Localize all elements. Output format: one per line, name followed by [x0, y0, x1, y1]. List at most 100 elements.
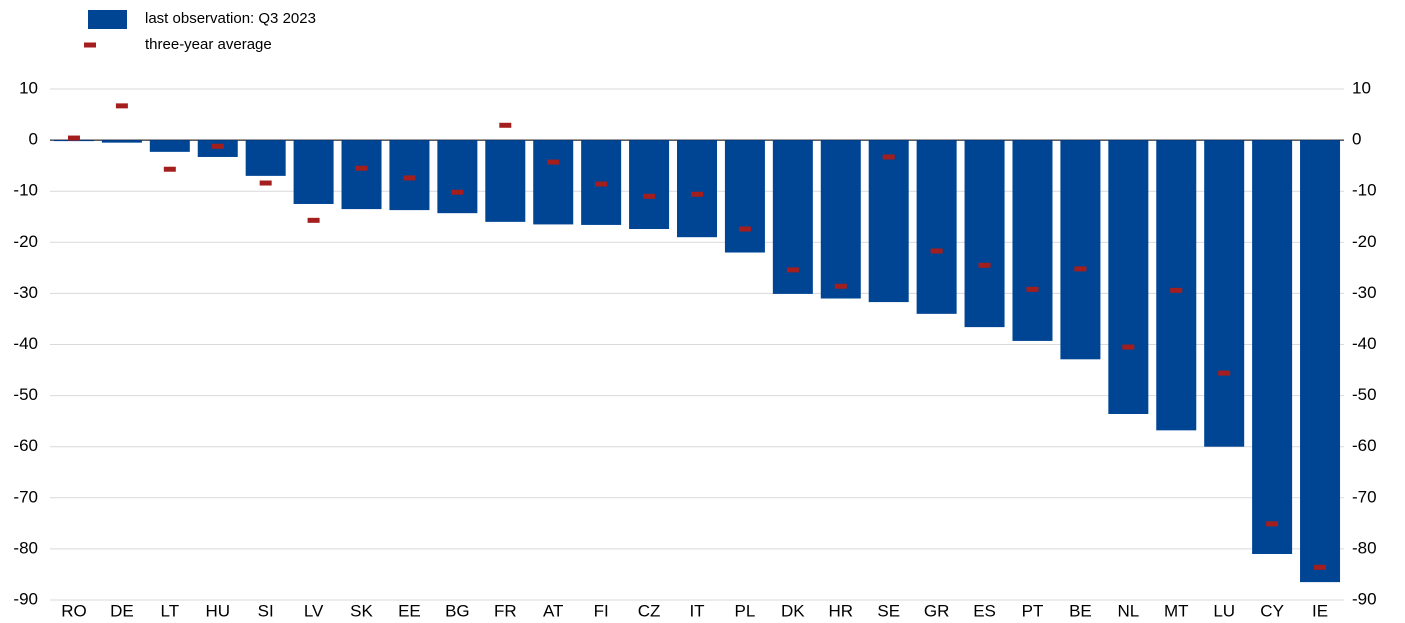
bar: [1252, 140, 1293, 555]
x-tick-label: GR: [924, 601, 950, 620]
y-tick-label: 10: [19, 78, 38, 97]
average-marker: [211, 143, 224, 149]
y-tick-label: 0: [29, 130, 38, 149]
x-tick-label: FR: [494, 601, 517, 620]
x-tick-label: LU: [1213, 601, 1235, 620]
y-tick-label: -90: [13, 589, 38, 608]
bar: [1012, 140, 1053, 341]
average-marker: [691, 191, 703, 197]
average-marker: [259, 180, 272, 186]
bar: [437, 140, 478, 214]
x-tick-label: CZ: [638, 601, 661, 620]
y2-tick-label: 0: [1352, 130, 1361, 149]
y2-tick-label: -70: [1352, 487, 1377, 506]
y-tick-label: -40: [13, 334, 38, 353]
x-tick-label: PT: [1022, 601, 1044, 620]
bar: [677, 140, 717, 238]
x-tick-label: SE: [877, 601, 900, 620]
x-tick-label: DK: [781, 601, 805, 620]
x-tick-label: CY: [1260, 601, 1284, 620]
bar: [533, 140, 574, 225]
average-marker: [1314, 564, 1327, 570]
x-tick-label: BG: [445, 601, 470, 620]
bar: [53, 140, 94, 142]
legend-swatch: [84, 42, 96, 48]
x-tick-label: PL: [735, 601, 756, 620]
bar: [1108, 140, 1149, 414]
average-marker: [163, 166, 176, 172]
x-tick-label: HR: [828, 601, 853, 620]
bar: [1300, 140, 1341, 583]
bar: [149, 140, 190, 152]
average-marker: [307, 217, 320, 223]
y2-tick-label: -30: [1352, 283, 1377, 302]
bar: [629, 140, 670, 230]
y2-tick-label: -80: [1352, 538, 1377, 557]
average-marker: [595, 181, 608, 187]
bar: [964, 140, 1005, 328]
y-tick-label: -60: [13, 436, 38, 455]
bar: [293, 140, 334, 204]
average-marker: [355, 165, 368, 171]
bar: [1156, 140, 1197, 431]
x-tick-label: IT: [689, 601, 704, 620]
average-marker: [451, 189, 464, 195]
x-tick-label: IE: [1312, 601, 1328, 620]
average-marker: [1074, 266, 1087, 272]
average-marker: [1266, 521, 1279, 527]
bar: [1060, 140, 1101, 360]
average-marker: [930, 248, 943, 254]
x-tick-label: LV: [304, 601, 324, 620]
y2-tick-label: 10: [1352, 78, 1371, 97]
y-tick-label: -20: [13, 232, 38, 251]
legend: last observation: Q3 2023 three-year aver…: [84, 10, 316, 53]
x-tick-label: ES: [973, 601, 996, 620]
average-marker: [115, 103, 128, 109]
average-marker: [67, 135, 80, 141]
bar: [101, 140, 142, 143]
x-tick-label: LT: [161, 601, 180, 620]
bar: [820, 140, 861, 299]
y-tick-label: -70: [13, 487, 38, 506]
bar: [916, 140, 957, 314]
y2-tick-label: -50: [1352, 385, 1377, 404]
y-tick-label: -10: [13, 181, 38, 200]
average-marker: [834, 283, 847, 289]
x-tick-label: DE: [110, 601, 134, 620]
average-marker: [1218, 370, 1231, 376]
y2-tick-label: -90: [1352, 589, 1377, 608]
x-tick-label: NL: [1117, 601, 1139, 620]
bar: [245, 140, 286, 176]
average-marker: [1122, 344, 1135, 350]
bar: [485, 140, 526, 222]
y2-tick-label: -20: [1352, 232, 1377, 251]
y-tick-label: -80: [13, 538, 38, 557]
bar: [724, 140, 765, 253]
average-marker: [643, 193, 656, 199]
x-tick-label: FI: [594, 601, 609, 620]
average-marker: [547, 159, 560, 165]
bar: [868, 140, 909, 303]
y2-tick-label: -60: [1352, 436, 1377, 455]
bar: [341, 140, 382, 210]
average-marker: [738, 226, 751, 232]
x-tick-label: BE: [1069, 601, 1092, 620]
y2-tick-label: -40: [1352, 334, 1377, 353]
x-tick-label: EE: [398, 601, 421, 620]
x-tick-label: RO: [61, 601, 87, 620]
average-marker: [499, 122, 512, 128]
x-tick-label: AT: [543, 601, 563, 620]
y2-tick-label: -10: [1352, 181, 1377, 200]
bar: [389, 140, 430, 211]
x-tick-label: MT: [1164, 601, 1189, 620]
average-marker: [1026, 286, 1039, 292]
average-marker: [403, 175, 416, 181]
x-tick-label: SI: [258, 601, 274, 620]
legend-swatch: [88, 10, 127, 29]
average-marker: [1170, 287, 1183, 293]
x-tick-label: HU: [205, 601, 230, 620]
bar: [1204, 140, 1245, 447]
legend-label: three-year average: [145, 36, 272, 53]
average-marker: [786, 267, 799, 273]
